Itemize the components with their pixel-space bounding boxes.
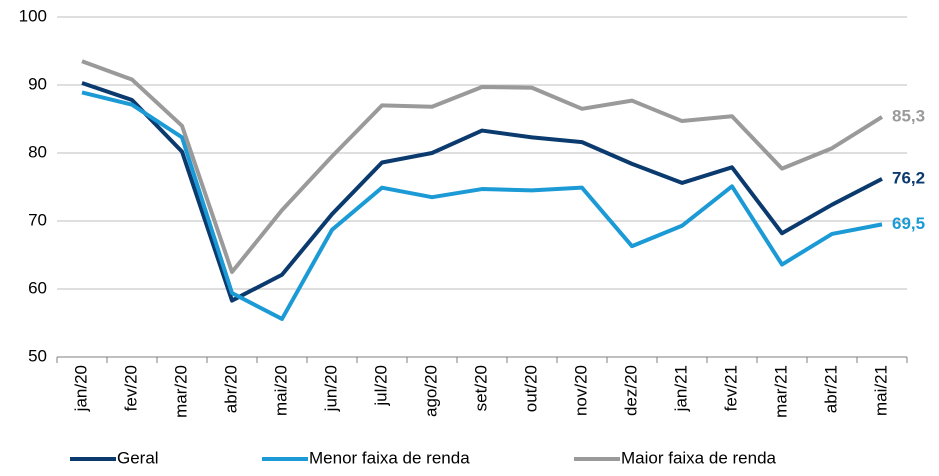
x-tick-label: fev/21 (721, 365, 740, 411)
y-tick-label: 60 (28, 278, 47, 297)
y-tick-label: 80 (28, 142, 47, 161)
value-label: 85,3 (892, 106, 925, 125)
legend-label: Geral (117, 448, 159, 467)
series-line (81, 81, 883, 303)
y-tick-label: 70 (28, 210, 47, 229)
x-tick-label: set/20 (471, 365, 490, 411)
x-tick-label: mar/21 (771, 365, 790, 418)
x-tick-label: jul/20 (371, 365, 390, 407)
series-line (81, 90, 883, 321)
x-tick-label: dez/20 (621, 365, 640, 416)
x-tick-label: fev/20 (121, 365, 140, 411)
series-line (81, 59, 884, 274)
x-tick-label: mai/20 (271, 365, 290, 416)
x-tick-label: jan/20 (71, 365, 90, 412)
x-tick-label: abr/21 (821, 365, 840, 413)
x-tick-label: mai/21 (871, 365, 890, 416)
x-tick-label: ago/20 (421, 365, 440, 417)
x-tick-label: jan/21 (671, 365, 690, 412)
x-tick-label: jun/20 (321, 365, 340, 412)
legend-label: Menor faixa de renda (309, 448, 470, 467)
x-tick-label: mar/20 (171, 365, 190, 418)
y-tick-label: 50 (28, 346, 47, 365)
x-tick-label: abr/20 (221, 365, 240, 413)
y-tick-label: 100 (19, 6, 47, 25)
legend-label: Maior faixa de renda (621, 448, 777, 467)
value-label: 76,2 (892, 168, 925, 187)
x-tick-label: nov/20 (571, 365, 590, 416)
value-label: 69,5 (892, 214, 925, 233)
x-tick-label: out/20 (521, 365, 540, 412)
y-tick-label: 90 (28, 74, 47, 93)
